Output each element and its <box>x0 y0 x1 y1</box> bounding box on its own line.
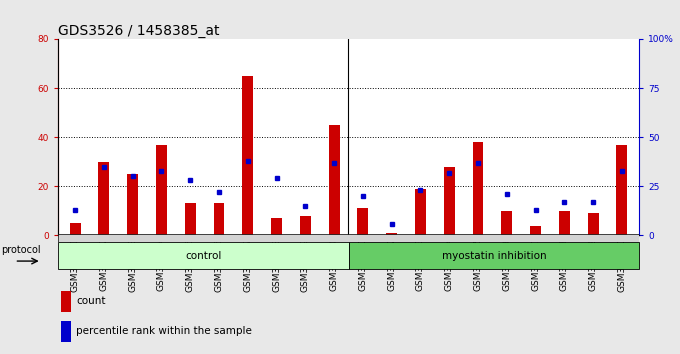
Bar <box>242 76 253 235</box>
Bar <box>559 211 570 235</box>
Bar <box>473 142 483 235</box>
Bar <box>300 216 311 235</box>
Bar <box>127 174 138 235</box>
Bar <box>214 204 224 235</box>
Bar <box>271 218 282 235</box>
Bar <box>156 144 167 235</box>
Text: myostatin inhibition: myostatin inhibition <box>441 251 546 261</box>
Text: protocol: protocol <box>1 245 41 255</box>
Bar <box>328 125 339 235</box>
Bar <box>61 321 71 342</box>
Bar <box>415 189 426 235</box>
Bar <box>99 162 109 235</box>
Text: percentile rank within the sample: percentile rank within the sample <box>76 326 252 336</box>
Bar <box>58 242 348 269</box>
Bar <box>444 167 455 235</box>
Bar <box>501 211 512 235</box>
Bar <box>386 233 397 235</box>
Text: count: count <box>76 296 106 306</box>
Bar <box>358 209 369 235</box>
Bar <box>69 223 80 235</box>
Bar <box>348 242 639 269</box>
Bar <box>588 213 598 235</box>
Bar <box>61 291 71 312</box>
Bar <box>617 144 628 235</box>
Bar <box>185 204 196 235</box>
Text: control: control <box>185 251 221 261</box>
Bar <box>530 225 541 235</box>
Text: GDS3526 / 1458385_at: GDS3526 / 1458385_at <box>58 24 219 38</box>
